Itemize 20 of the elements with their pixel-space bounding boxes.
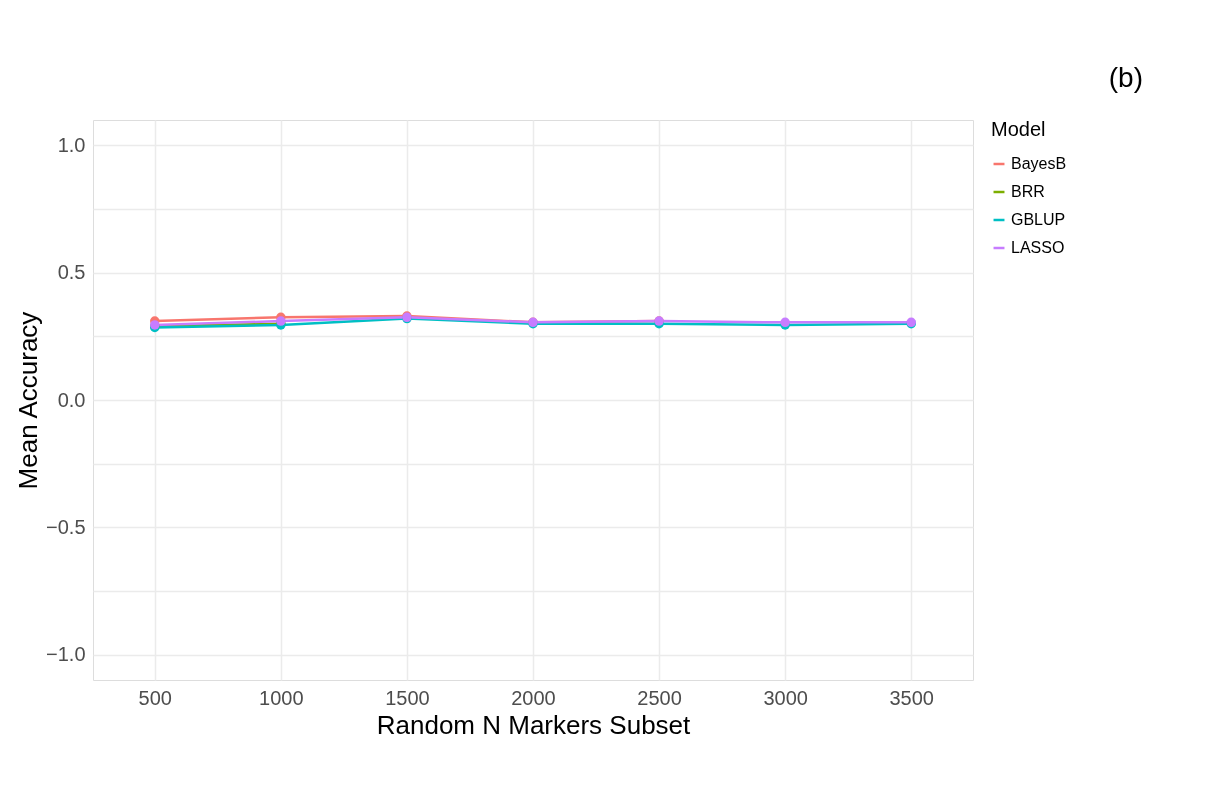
y-tick-label: 0.5 bbox=[57, 261, 86, 284]
x-tick-label: 2000 bbox=[511, 686, 556, 709]
x-axis-title: Random N Markers Subset bbox=[376, 709, 692, 740]
legend-title: Model bbox=[991, 118, 1046, 140]
x-tick-label: 3000 bbox=[763, 686, 808, 709]
y-tick-label: 0.0 bbox=[57, 388, 86, 411]
y-axis-title: Mean Accuracy bbox=[13, 311, 44, 490]
y-tick-label: 1.0 bbox=[57, 133, 86, 156]
legend-label: BRR bbox=[1011, 183, 1045, 200]
text: (b) bbox=[1108, 62, 1143, 93]
x-tick-label: 2500 bbox=[637, 686, 682, 709]
legend-label: BayesB bbox=[1011, 155, 1067, 172]
x-tick-label: 3500 bbox=[889, 686, 934, 709]
y-tick-label: −1.0 bbox=[46, 643, 86, 666]
x-tick-label: 1000 bbox=[259, 686, 304, 709]
x-tick-label: 500 bbox=[138, 686, 172, 709]
y-tick-label: −0.5 bbox=[46, 515, 86, 538]
x-tick-label: 1500 bbox=[385, 686, 430, 709]
legend-label: LASSO bbox=[1011, 239, 1065, 256]
legend-label: GBLUP bbox=[1011, 211, 1066, 228]
